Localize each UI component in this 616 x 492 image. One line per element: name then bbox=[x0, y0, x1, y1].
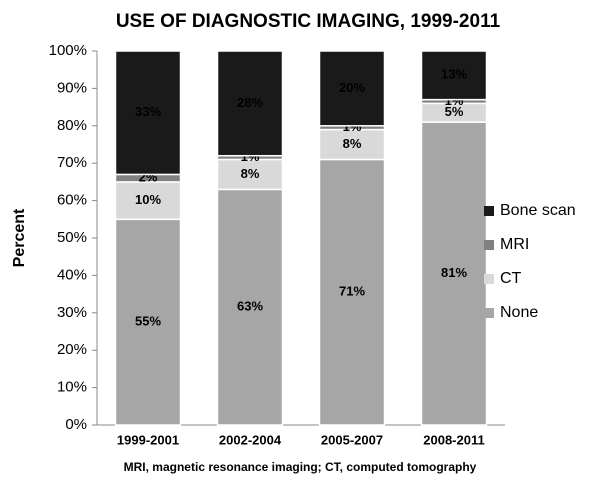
bar-segment bbox=[420, 121, 488, 426]
data-label: 71% bbox=[339, 284, 365, 299]
x-tick-label: 1999-2001 bbox=[117, 432, 179, 447]
bar-segment bbox=[114, 50, 182, 176]
bar-segment bbox=[420, 50, 488, 101]
footnote: MRI, magnetic resonance imaging; CT, com… bbox=[124, 460, 477, 474]
data-label: 13% bbox=[441, 67, 467, 82]
data-label: 20% bbox=[339, 80, 365, 95]
y-tick-label: 0% bbox=[65, 416, 87, 433]
bar-segment bbox=[114, 181, 182, 221]
data-label: 5% bbox=[445, 104, 464, 119]
data-label: 63% bbox=[237, 299, 263, 314]
bar-segment bbox=[318, 50, 386, 127]
data-label: 10% bbox=[135, 192, 161, 207]
bar-segment bbox=[216, 188, 284, 426]
x-tick-label: 2008-2011 bbox=[423, 432, 484, 447]
y-tick-label: 50% bbox=[57, 229, 87, 246]
y-tick-label: 100% bbox=[49, 42, 87, 59]
data-label: 8% bbox=[241, 166, 260, 181]
chart-title: USE OF DIAGNOSTIC IMAGING, 1999-2011 bbox=[116, 11, 501, 32]
y-tick-label: 90% bbox=[57, 79, 87, 96]
legend-swatch bbox=[484, 274, 494, 284]
bar-segment bbox=[318, 128, 386, 161]
data-label: 33% bbox=[135, 104, 161, 119]
y-tick-label: 70% bbox=[57, 154, 87, 171]
legend-label: CT bbox=[500, 270, 522, 287]
data-label: 8% bbox=[343, 136, 362, 151]
y-tick-label: 40% bbox=[57, 266, 87, 283]
y-tick-label: 10% bbox=[57, 379, 87, 396]
y-tick-label: 30% bbox=[57, 304, 87, 321]
data-label: 28% bbox=[237, 95, 263, 110]
bar-segment bbox=[318, 158, 386, 426]
legend-swatch bbox=[484, 206, 494, 216]
legend-label: MRI bbox=[500, 236, 529, 253]
bar-segment bbox=[216, 50, 284, 157]
legend-label: Bone scan bbox=[500, 202, 576, 219]
legend-swatch bbox=[484, 240, 494, 250]
y-axis-label: Percent bbox=[11, 208, 28, 267]
y-tick-label: 80% bbox=[57, 117, 87, 134]
bar-segment bbox=[114, 218, 182, 426]
data-label: 55% bbox=[135, 314, 161, 329]
y-tick-label: 60% bbox=[57, 192, 87, 209]
bar-segment bbox=[216, 158, 284, 191]
x-tick-label: 2002-2004 bbox=[219, 432, 282, 447]
data-label: 81% bbox=[441, 265, 467, 280]
legend-label: None bbox=[500, 304, 538, 321]
legend-swatch bbox=[484, 308, 494, 318]
y-tick-label: 20% bbox=[57, 341, 87, 358]
x-tick-label: 2005-2007 bbox=[321, 432, 383, 447]
